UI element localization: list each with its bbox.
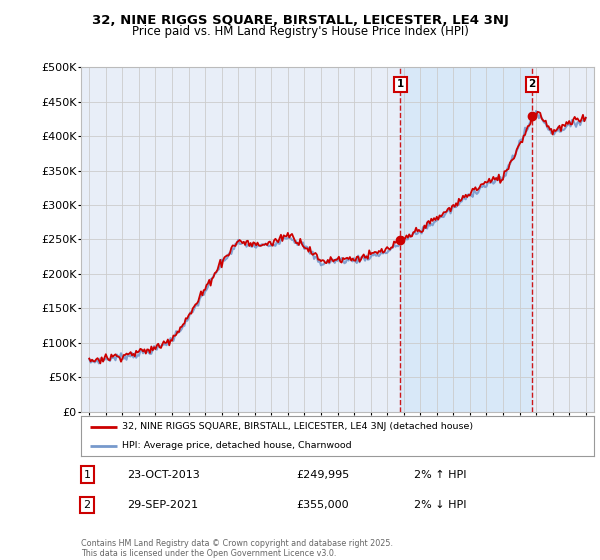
- Text: 32, NINE RIGGS SQUARE, BIRSTALL, LEICESTER, LE4 3NJ: 32, NINE RIGGS SQUARE, BIRSTALL, LEICEST…: [92, 14, 508, 27]
- Text: 2: 2: [529, 80, 536, 90]
- Text: 2: 2: [83, 500, 91, 510]
- Text: 1: 1: [83, 470, 91, 479]
- Bar: [400, 67, 532, 412]
- Text: 1: 1: [397, 80, 404, 90]
- Text: 32, NINE RIGGS SQUARE, BIRSTALL, LEICESTER, LE4 3NJ (detached house): 32, NINE RIGGS SQUARE, BIRSTALL, LEICEST…: [122, 422, 473, 431]
- Text: Price paid vs. HM Land Registry's House Price Index (HPI): Price paid vs. HM Land Registry's House …: [131, 25, 469, 38]
- Text: £249,995: £249,995: [296, 470, 350, 479]
- Text: 23-OCT-2013: 23-OCT-2013: [127, 470, 200, 479]
- Text: 29-SEP-2021: 29-SEP-2021: [127, 500, 198, 510]
- Text: 2% ↓ HPI: 2% ↓ HPI: [415, 500, 467, 510]
- Text: Contains HM Land Registry data © Crown copyright and database right 2025.
This d: Contains HM Land Registry data © Crown c…: [81, 539, 393, 558]
- Text: 2% ↑ HPI: 2% ↑ HPI: [415, 470, 467, 479]
- Text: HPI: Average price, detached house, Charnwood: HPI: Average price, detached house, Char…: [122, 441, 352, 450]
- Text: £355,000: £355,000: [296, 500, 349, 510]
